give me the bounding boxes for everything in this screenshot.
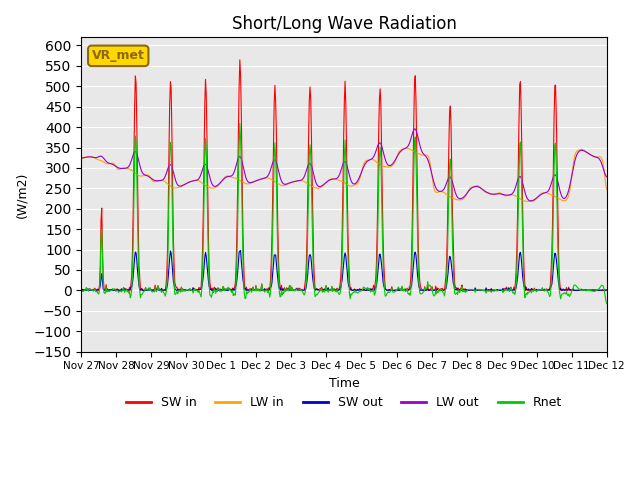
SW in	[603, 288, 611, 293]
LW out	[77, 155, 85, 161]
SW in	[88, 288, 95, 293]
LW out	[408, 133, 415, 139]
LW in	[603, 187, 611, 192]
Line: SW in: SW in	[81, 60, 607, 290]
LW out	[87, 154, 95, 160]
Y-axis label: (W/m2): (W/m2)	[15, 171, 28, 217]
Rnet	[603, 301, 611, 307]
SW out	[237, 248, 244, 253]
SW in	[77, 285, 85, 291]
Rnet	[222, 287, 230, 292]
SW out	[603, 287, 611, 293]
LW out	[424, 156, 431, 162]
LW out	[603, 174, 611, 180]
SW in	[195, 285, 203, 290]
Rnet	[77, 286, 85, 292]
LW in	[77, 156, 85, 161]
Line: Rnet: Rnet	[81, 123, 607, 304]
SW in	[409, 168, 417, 173]
SW in	[223, 287, 230, 292]
SW out	[141, 288, 149, 293]
SW out	[88, 288, 95, 293]
SW out	[223, 288, 230, 293]
LW in	[408, 147, 416, 153]
LW in	[424, 153, 431, 158]
LW in	[222, 174, 230, 180]
SW out	[409, 266, 417, 272]
Rnet	[424, 279, 431, 285]
SW in	[236, 57, 244, 63]
LW in	[527, 199, 535, 204]
LW in	[141, 172, 148, 178]
LW out	[195, 176, 202, 182]
SW out	[77, 287, 85, 293]
Rnet	[87, 287, 95, 292]
LW in	[403, 145, 410, 151]
Title: Short/Long Wave Radiation: Short/Long Wave Radiation	[232, 15, 456, 33]
LW out	[141, 172, 148, 178]
LW in	[87, 154, 95, 159]
X-axis label: Time: Time	[328, 377, 359, 390]
Line: LW out: LW out	[81, 129, 607, 201]
SW out	[195, 287, 203, 293]
SW in	[141, 285, 149, 290]
Legend: SW in, LW in, SW out, LW out, Rnet: SW in, LW in, SW out, LW out, Rnet	[121, 391, 567, 414]
LW out	[527, 198, 534, 204]
SW out	[81, 288, 88, 293]
Rnet	[195, 289, 202, 295]
LW in	[195, 178, 202, 183]
SW out	[424, 288, 432, 293]
SW in	[424, 288, 432, 293]
Rnet	[236, 120, 244, 126]
Rnet	[141, 288, 148, 294]
LW out	[411, 126, 419, 132]
Line: SW out: SW out	[81, 251, 607, 290]
SW in	[78, 288, 86, 293]
LW out	[222, 174, 230, 180]
Text: VR_met: VR_met	[92, 49, 145, 62]
Rnet	[408, 248, 416, 254]
Line: LW in: LW in	[81, 148, 607, 202]
